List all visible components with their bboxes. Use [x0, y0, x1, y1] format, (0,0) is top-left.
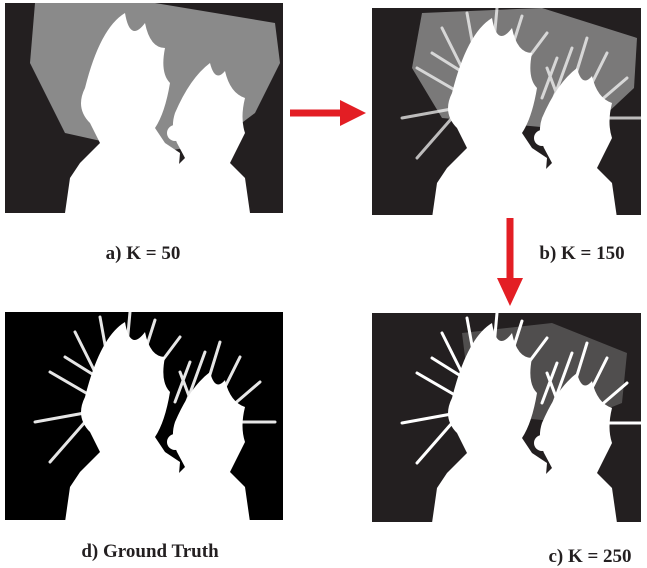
panel-d	[5, 312, 283, 522]
caption: d) Ground Truth	[81, 541, 219, 562]
caption: b) K = 150	[539, 243, 624, 264]
arrow-down	[497, 218, 523, 306]
panel-b	[372, 8, 642, 218]
caption: a) K = 50	[106, 243, 181, 264]
panel-a	[5, 3, 283, 213]
panel-c	[372, 313, 642, 523]
caption: c) K = 250	[548, 546, 631, 567]
figure: a) K = 50 b) K = 150 c) K = 250 d) Groun…	[0, 0, 647, 568]
arrow-right	[290, 100, 366, 126]
